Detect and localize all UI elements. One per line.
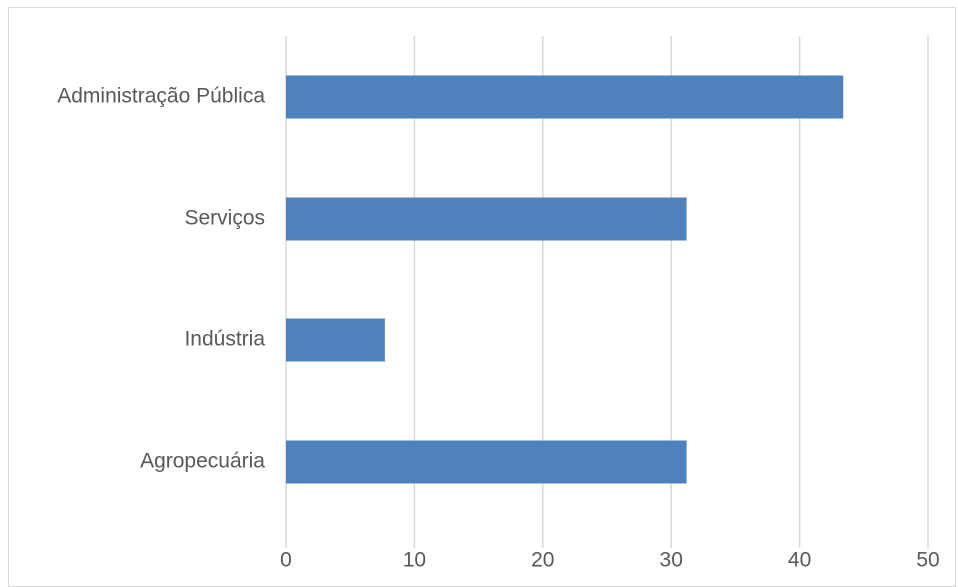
x-tick-label: 20 (531, 549, 554, 572)
bar-0 (286, 75, 844, 119)
bar-1 (286, 197, 687, 241)
x-tick-label: 0 (280, 549, 292, 572)
category-label: Agropecuária (140, 450, 265, 473)
bar-2 (286, 318, 385, 362)
bars (286, 75, 844, 484)
x-tick-label: 10 (403, 549, 426, 572)
category-label: Serviços (184, 207, 265, 230)
category-label: Administração Pública (57, 85, 265, 108)
category-label: Indústria (184, 328, 265, 351)
category-axis-labels: Administração Pública Serviços Indústria Ag… (57, 85, 265, 473)
x-tick-label: 30 (660, 549, 683, 572)
x-tick-label: 40 (788, 549, 811, 572)
value-axis-labels: 0 10 20 30 40 50 (280, 549, 940, 572)
x-tick-label: 50 (916, 549, 939, 572)
bar-3 (286, 440, 687, 484)
